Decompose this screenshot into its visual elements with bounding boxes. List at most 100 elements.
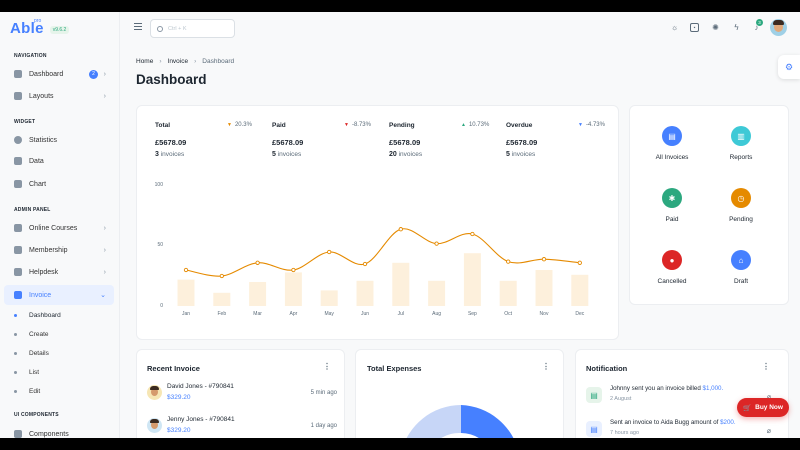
helpdesk-icon bbox=[14, 268, 22, 276]
quick-action-draft[interactable]: ⌂ Draft bbox=[711, 250, 771, 285]
sidebar-subitem-details[interactable]: Details bbox=[14, 350, 49, 357]
sidebar-subitem-edit[interactable]: Edit bbox=[14, 388, 40, 395]
search-input[interactable]: Ctrl + K bbox=[150, 19, 235, 38]
stat-amount: £5678.09 bbox=[389, 138, 421, 147]
stat-trend: ▼ -4.73% bbox=[578, 122, 605, 128]
dashboard-icon bbox=[14, 70, 22, 78]
subitem-label: Create bbox=[29, 331, 49, 338]
chart-bar bbox=[499, 280, 517, 306]
attachment-icon[interactable]: ⌀ bbox=[767, 393, 771, 401]
quick-action-paid[interactable]: ✱ Paid bbox=[642, 188, 702, 223]
invoice-name: David Jones - #790841 bbox=[167, 383, 234, 390]
stat-paid: Paid ▼ -8.73% £5678.09 5 invoices bbox=[272, 122, 382, 158]
stat-trend: ▼ -8.73% bbox=[344, 122, 371, 128]
stat-count: 20 invoices bbox=[389, 151, 423, 158]
y-tick-label: 0 bbox=[160, 303, 163, 309]
stat-label: Overdue bbox=[506, 122, 533, 129]
more-vertical-icon[interactable]: ⋮ bbox=[323, 362, 331, 371]
sidebar-item-helpdesk[interactable]: Helpdesk › bbox=[4, 262, 114, 282]
settings-icon[interactable]: ✺ bbox=[712, 23, 719, 32]
donut-segment-blue bbox=[461, 405, 514, 438]
statistics-icon bbox=[14, 136, 22, 144]
user-avatar[interactable] bbox=[770, 19, 787, 36]
breadcrumb: Home › Invoice › Dashboard bbox=[136, 58, 234, 65]
quick-action-reports[interactable]: ▥ Reports bbox=[711, 126, 771, 161]
sun-icon[interactable]: ☼ bbox=[670, 23, 679, 32]
chevron-right-icon: › bbox=[194, 58, 197, 65]
quick-action-pending[interactable]: ◷ Pending bbox=[711, 188, 771, 223]
buy-now-button[interactable]: 🛒 Buy Now bbox=[737, 398, 789, 417]
notification-count-badge: 3 bbox=[756, 19, 763, 26]
invoice-icon bbox=[14, 291, 22, 299]
sidebar-subitem-dashboard[interactable]: Dashboard bbox=[14, 312, 61, 319]
more-vertical-icon[interactable]: ⋮ bbox=[542, 362, 550, 371]
sidebar-item-label: Layouts bbox=[29, 92, 54, 100]
breadcrumb-invoice[interactable]: Invoice bbox=[167, 58, 189, 65]
notification-text: Johnny sent you an invoice billed $1,000… bbox=[610, 385, 724, 392]
list-item[interactable]: Jenny Jones - #790841 $329.20 1 day ago bbox=[147, 416, 337, 438]
sidebar-item-label: Dashboard bbox=[29, 70, 64, 78]
attachment-icon[interactable]: ⌀ bbox=[766, 428, 771, 435]
chart-bar bbox=[392, 262, 410, 306]
stat-count: 5 invoices bbox=[272, 151, 302, 158]
subitem-label: Details bbox=[29, 350, 49, 357]
sidebar-subitem-list[interactable]: List bbox=[14, 369, 39, 376]
stat-total: Total ▼ 20.3% £5678.09 3 invoices bbox=[155, 122, 265, 158]
screen-icon[interactable]: ▪ bbox=[690, 23, 699, 32]
components-icon bbox=[14, 430, 22, 438]
breadcrumb-home[interactable]: Home bbox=[136, 58, 154, 65]
dashboard-count-badge: 2 bbox=[89, 69, 98, 79]
sidebar-item-statistics[interactable]: Statistics bbox=[4, 130, 114, 150]
invoice-amount: $329.20 bbox=[167, 394, 191, 401]
notification-title: Notification bbox=[586, 364, 628, 373]
sidebar-item-membership[interactable]: Membership › bbox=[4, 240, 114, 260]
recent-invoice-title: Recent Invoice bbox=[147, 364, 200, 373]
more-vertical-icon[interactable]: ⋮ bbox=[762, 362, 770, 371]
section-navigation: NAVIGATION bbox=[14, 53, 47, 59]
stat-amount: £5678.09 bbox=[155, 138, 187, 147]
chart-point bbox=[327, 249, 332, 255]
document-icon: ▤ bbox=[586, 387, 602, 403]
quick-actions-card bbox=[629, 105, 789, 305]
lightning-icon[interactable]: ϟ bbox=[734, 23, 739, 32]
stat-label: Pending bbox=[389, 122, 415, 129]
chart-bar bbox=[213, 292, 231, 306]
chart-bar bbox=[428, 280, 446, 306]
customizer-gear-icon[interactable]: ⚙ bbox=[778, 55, 800, 79]
total-expenses-title: Total Expenses bbox=[367, 364, 422, 373]
notification-text: Sent an invoice to Aida Bugg amount of $… bbox=[610, 419, 736, 426]
sidebar-item-dashboard[interactable]: Dashboard 2 › bbox=[4, 64, 114, 84]
chart-point bbox=[255, 260, 260, 265]
section-widget: WIDGET bbox=[14, 119, 36, 125]
sidebar-item-label: Membership bbox=[29, 246, 68, 254]
sidebar-item-invoice[interactable]: Invoice ⌄ bbox=[4, 285, 114, 305]
brand-logo[interactable]: Able pro v9.6.2 bbox=[10, 18, 70, 37]
quick-action-all-invoices[interactable]: ▤ All Invoices bbox=[642, 126, 702, 161]
sidebar-item-chart[interactable]: Chart bbox=[4, 174, 114, 194]
menu-toggle-icon[interactable] bbox=[134, 23, 142, 32]
quick-action-label: Cancelled bbox=[657, 278, 687, 285]
trend-down-icon: ▼ bbox=[227, 122, 232, 128]
data-icon bbox=[14, 157, 22, 165]
chart-bar bbox=[535, 270, 553, 306]
stat-amount: £5678.09 bbox=[506, 138, 538, 147]
x-tick-label: Oct bbox=[504, 311, 513, 317]
sidebar-item-components[interactable]: Components bbox=[4, 424, 114, 438]
sidebar-item-layouts[interactable]: Layouts › bbox=[4, 86, 114, 106]
sidebar-item-online-courses[interactable]: Online Courses › bbox=[4, 218, 114, 238]
stat-label: Paid bbox=[272, 122, 286, 129]
expenses-donut-chart bbox=[406, 405, 514, 438]
sidebar-item-data[interactable]: Data bbox=[4, 151, 114, 171]
chart-bar bbox=[320, 290, 338, 306]
bell-icon[interactable]: ♪ bbox=[754, 23, 759, 32]
x-tick-label: Aug bbox=[432, 311, 442, 317]
sidebar-subitem-create[interactable]: Create bbox=[14, 331, 49, 338]
list-item[interactable]: David Jones - #790841 $329.20 5 min ago bbox=[147, 383, 337, 405]
notification-date: 7 hours ago bbox=[610, 430, 640, 436]
sidebar-item-label: Invoice bbox=[29, 291, 52, 299]
quick-action-label: Paid bbox=[665, 216, 679, 223]
brand-name: Able bbox=[10, 20, 44, 37]
quick-action-cancelled[interactable]: ● Cancelled bbox=[642, 250, 702, 285]
y-tick-label: 100 bbox=[154, 182, 163, 188]
chart-point bbox=[362, 261, 368, 267]
